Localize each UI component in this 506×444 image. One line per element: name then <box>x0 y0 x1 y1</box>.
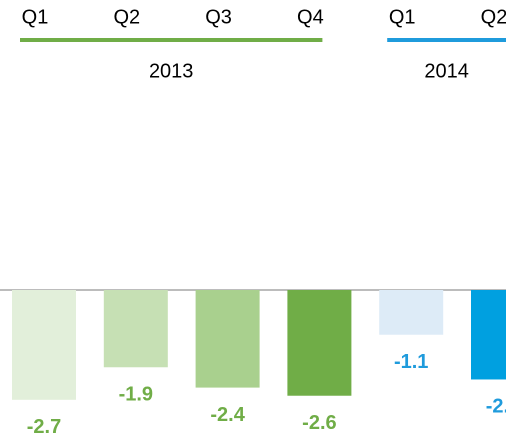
bar <box>12 290 76 400</box>
bar <box>287 290 352 396</box>
value-label: -1.9 <box>119 384 153 406</box>
x-tick-label: Q2 <box>481 6 506 28</box>
value-label: -2.4 <box>210 404 245 426</box>
value-label: -2.7 <box>27 416 61 438</box>
bar <box>471 290 506 380</box>
value-label: -2.6 <box>302 412 336 434</box>
value-label: -1.1 <box>394 351 428 373</box>
x-tick-label: Q3 <box>205 6 232 28</box>
x-tick-label: Q2 <box>113 6 140 28</box>
group-label: 2014 <box>424 60 469 82</box>
x-tick-label: Q1 <box>389 6 416 28</box>
x-tick-label: Q1 <box>22 6 49 28</box>
bar <box>195 290 260 388</box>
value-label: -2.2 <box>486 396 506 418</box>
bar <box>379 290 444 335</box>
bar <box>103 290 168 368</box>
x-tick-label: Q4 <box>297 6 324 28</box>
group-label: 2013 <box>149 60 194 82</box>
